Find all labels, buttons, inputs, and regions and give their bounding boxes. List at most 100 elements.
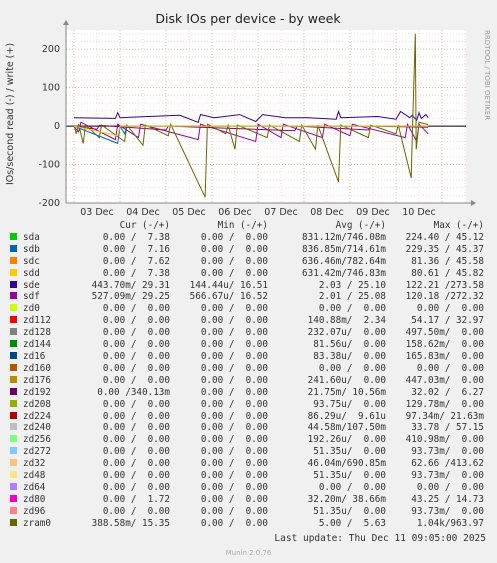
legend-max-value: 447.03m/ 0.00 (405, 374, 484, 386)
legend-max-value: 93.73m/ 0.00 (411, 505, 484, 517)
legend-cur-value: 0.00 / 7.38 (102, 231, 170, 243)
legend-swatch (10, 387, 17, 395)
x-ticks: 03 Dec 04 Dec 05 Dec 06 Dec 07 Dec 08 Dec 09 D… (80, 207, 436, 215)
legend-avg-value: 44.58m/107.50m (307, 422, 386, 434)
legend-row: sda 0.00 / 7.38 0.00 / 0.00 831.12m/746.08m… (10, 232, 484, 244)
legend-series-name: zd128 (23, 327, 51, 339)
grid (66, 30, 466, 204)
legend-row: zd240 0.00 / 0.00 0.00 / 0.00 44.58m/107.50… (10, 422, 484, 434)
legend-series-name: zd112 (23, 315, 51, 327)
x-tick-label: 05 Dec (172, 207, 206, 215)
legend-swatch (10, 340, 17, 348)
legend-avg-value: 2.03 / 25.10 (318, 279, 386, 291)
legend-min-value: 0.00 / 0.00 (200, 517, 268, 529)
legend-min-value: 0.00 / 0.00 (200, 374, 268, 386)
legend-max-value: 33.78 / 57.15 (411, 422, 484, 434)
legend-min-value: 0.00 / 0.00 (200, 339, 268, 351)
x-axis-arrow-icon (471, 200, 476, 206)
legend-series-name: zd224 (23, 410, 51, 422)
legend-max-value: 224.40 / 45.12 (405, 231, 484, 243)
legend-table: Cur (-/+) Min (-/+) Avg (-/+) Max (-/+) … (10, 220, 484, 530)
legend-row: zd112 0.00 / 0.00 0.00 / 0.00 140.88m/ 2.34… (10, 315, 484, 327)
legend-series-name: zd0 (23, 303, 40, 315)
legend-cur-value: 0.00 / 0.00 (102, 505, 170, 517)
legend-max-value: 165.83m/ 0.00 (405, 350, 484, 362)
legend-row: zd208 0.00 / 0.00 0.00 / 0.00 93.75u/ 0.00 1… (10, 399, 484, 411)
legend-avg-value: 0.00 / 0.00 (318, 303, 386, 315)
legend-row: sdd 0.00 / 7.38 0.00 / 0.00 631.42m/746.83m… (10, 268, 484, 280)
legend-min-value: 0.00 / 0.00 (200, 303, 268, 315)
legend-series-name: sdd (23, 267, 40, 279)
chart-title: Disk IOs per device - by week (155, 11, 341, 26)
legend-cur-value: 0.00 / 7.62 (102, 255, 170, 267)
legend-row: zd176 0.00 / 0.00 0.00 / 0.00 241.60u/ 0.00… (10, 375, 484, 387)
legend-row: zd256 0.00 / 0.00 0.00 / 0.00 192.26u/ 0.00… (10, 434, 484, 446)
legend-swatch (10, 471, 17, 479)
legend-max-value: 129.78m/ 0.00 (405, 398, 484, 410)
legend-min-value: 0.00 / 0.00 (200, 362, 268, 374)
legend-row: zd80 0.00 / 1.72 0.00 / 0.00 32.20m/ 38.66m… (10, 494, 484, 506)
legend-min-value: 0.00 / 0.00 (200, 350, 268, 362)
legend-max-value: 1.04k/963.97 (416, 517, 484, 529)
legend-min-value: 0.00 / 0.00 (200, 434, 268, 446)
legend-avg-value: 5.00 / 5.63 (318, 517, 386, 529)
legend-min-value: 0.00 / 0.00 (200, 327, 268, 339)
legend-avg-value: 51.35u/ 0.00 (313, 446, 386, 458)
legend-min-value: 0.00 / 0.00 (200, 410, 268, 422)
legend-min-value: 0.00 / 0.00 (200, 315, 268, 327)
legend-max-value: 122.21 /273.58 (405, 279, 484, 291)
legend-avg-value: 51.35u/ 0.00 (313, 505, 386, 517)
legend-series-name: zd96 (23, 505, 46, 517)
y-axis-arrow-icon (63, 20, 69, 25)
legend-series-name: zram0 (23, 517, 51, 529)
legend-header-max: Max (-/+) (433, 220, 484, 231)
x-tick-label: 10 Dec (402, 207, 436, 215)
legend-min-value: 0.00 / 0.00 (200, 422, 268, 434)
series-zram0 (73, 33, 429, 198)
legend-avg-value: 836.85m/714.61m (302, 243, 386, 255)
legend-series-name: sdb (23, 243, 40, 255)
legend-cur-value: 0.00 /340.13m (97, 386, 170, 398)
legend-max-value: 81.36 / 45.58 (411, 255, 484, 267)
legend-cur-value: 0.00 / 0.00 (102, 458, 170, 470)
legend-max-value: 97.34m/ 21.63m (405, 410, 484, 422)
legend-max-value: 32.02 / 6.27 (411, 386, 484, 398)
legend-swatch (10, 280, 17, 288)
legend-swatch (10, 435, 17, 443)
legend-min-value: 0.00 / 0.00 (200, 267, 268, 279)
x-tick-label: 09 Dec (356, 207, 390, 215)
legend-max-value: 93.73m/ 0.00 (411, 470, 484, 482)
x-tick-label: 06 Dec (218, 207, 252, 215)
legend-series-name: sdf (23, 291, 40, 303)
legend-cur-value: 0.00 / 0.00 (102, 398, 170, 410)
legend-row: zram0 388.58m/ 15.35 0.00 / 0.00 5.00 / 5.6… (10, 518, 484, 530)
legend-swatch (10, 506, 17, 514)
legend-min-value: 0.00 / 0.00 (200, 446, 268, 458)
x-tick-label: 07 Dec (264, 207, 298, 215)
legend-avg-value: 32.20m/ 38.66m (307, 493, 386, 505)
series-zd192 (73, 124, 429, 132)
legend-row: sde 443.70m/ 29.31 144.44u/ 16.51 2.03 / 25… (10, 280, 484, 292)
legend-row: zd64 0.00 / 0.00 0.00 / 0.00 0.00 / 0.00 0.0… (10, 482, 484, 494)
legend-cur-value: 0.00 / 0.00 (102, 422, 170, 434)
legend-swatch (10, 328, 17, 336)
legend-series-name: zd32 (23, 458, 46, 470)
legend-cur-value: 0.00 / 0.00 (102, 374, 170, 386)
y-ticks: -200 -100 0 100 200 (38, 44, 60, 209)
legend-max-value: 0.00 / 0.00 (416, 481, 484, 493)
legend-avg-value: 2.01 / 25.08 (318, 291, 386, 303)
legend-series-name: sde (23, 279, 40, 291)
legend-series-name: zd192 (23, 386, 51, 398)
legend-swatch (10, 351, 17, 359)
legend-max-value: 158.62m/ 0.00 (405, 339, 484, 351)
legend-max-value: 0.00 / 0.00 (416, 303, 484, 315)
legend-row: zd16 0.00 / 0.00 0.00 / 0.00 83.38u/ 0.00 16… (10, 351, 484, 363)
y-tick-label: -100 (38, 160, 60, 171)
legend-max-value: 0.00 / 0.00 (416, 362, 484, 374)
legend-row: zd224 0.00 / 0.00 0.00 / 0.00 86.29u/ 9.61u… (10, 411, 484, 423)
legend-swatch (10, 375, 17, 383)
legend-cur-value: 0.00 / 0.00 (102, 350, 170, 362)
legend-cur-value: 527.09m/ 29.25 (91, 291, 170, 303)
y-tick-label: 100 (42, 83, 60, 94)
legend-max-value: 80.61 / 45.82 (411, 267, 484, 279)
